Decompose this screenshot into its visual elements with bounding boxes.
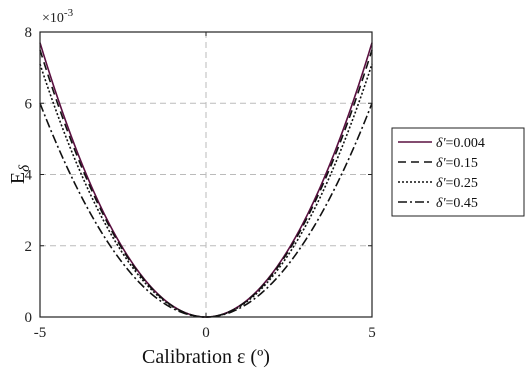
grid xyxy=(40,32,372,317)
x-tick-label: -5 xyxy=(34,325,47,341)
x-tick-label: 5 xyxy=(368,325,376,341)
ticks xyxy=(39,31,373,318)
series-line-3 xyxy=(39,102,373,318)
y-tick-label: 0 xyxy=(25,310,33,326)
x-axis-title: Calibration ε (º) xyxy=(142,346,270,368)
legend-entry-3: δ'=0.45 xyxy=(436,196,478,211)
y-tick-label: 6 xyxy=(25,96,33,112)
legend-entry-0: δ'=0.004 xyxy=(436,136,485,151)
legend-entry-1: δ'=0.15 xyxy=(436,156,478,171)
legend-entry-2: δ'=0.25 xyxy=(436,176,478,191)
y-tick-label: 8 xyxy=(25,25,33,41)
x-tick-label: 0 xyxy=(202,325,210,341)
y-tick-label: 2 xyxy=(25,239,33,255)
y-tick-label: 4 xyxy=(25,168,33,184)
y-scale-exponent-label: ×10-3 xyxy=(42,7,74,26)
y-axis-title: Eδ xyxy=(7,164,33,184)
legend: δ'=0.004 δ'=0.15 δ'=0.25 δ'=0.45 xyxy=(391,127,525,217)
